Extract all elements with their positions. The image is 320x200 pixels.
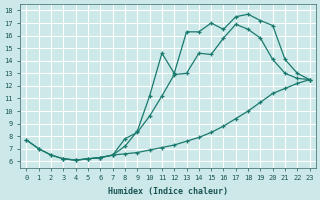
X-axis label: Humidex (Indice chaleur): Humidex (Indice chaleur) [108, 187, 228, 196]
